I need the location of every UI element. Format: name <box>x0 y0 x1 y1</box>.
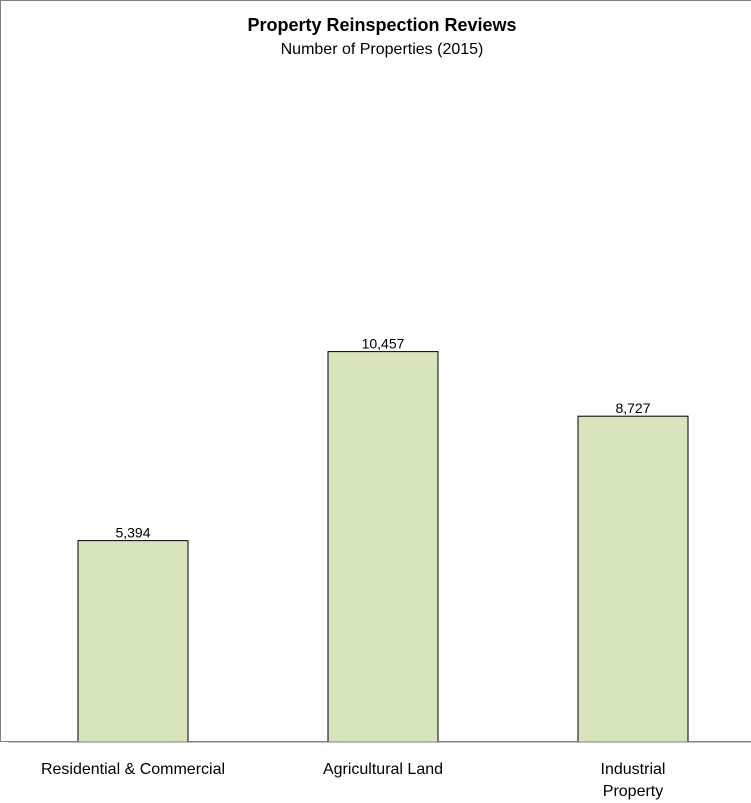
category-label-3-line-1: Industrial <box>601 761 666 778</box>
bar-value-label-2: 10,457 <box>362 336 405 352</box>
chart-title: Property Reinspection Reviews <box>247 15 516 35</box>
bar-1 <box>77 540 189 743</box>
category-label-3-line-2: Property <box>603 783 663 800</box>
value-labels-layer: 5,394 10,457 8,727 <box>115 336 650 541</box>
bar-2 <box>327 351 439 743</box>
chart-subtitle: Number of Properties (2015) <box>281 41 484 58</box>
bar-value-label-3: 8,727 <box>615 400 650 416</box>
category-labels-layer: Residential & Commercial Agricultural Lan… <box>41 761 665 800</box>
bar-3 <box>577 415 689 743</box>
bar-value-label-1: 5,394 <box>115 525 150 541</box>
category-label-2: Agricultural Land <box>323 761 443 778</box>
category-label-1: Residential & Commercial <box>41 761 225 778</box>
